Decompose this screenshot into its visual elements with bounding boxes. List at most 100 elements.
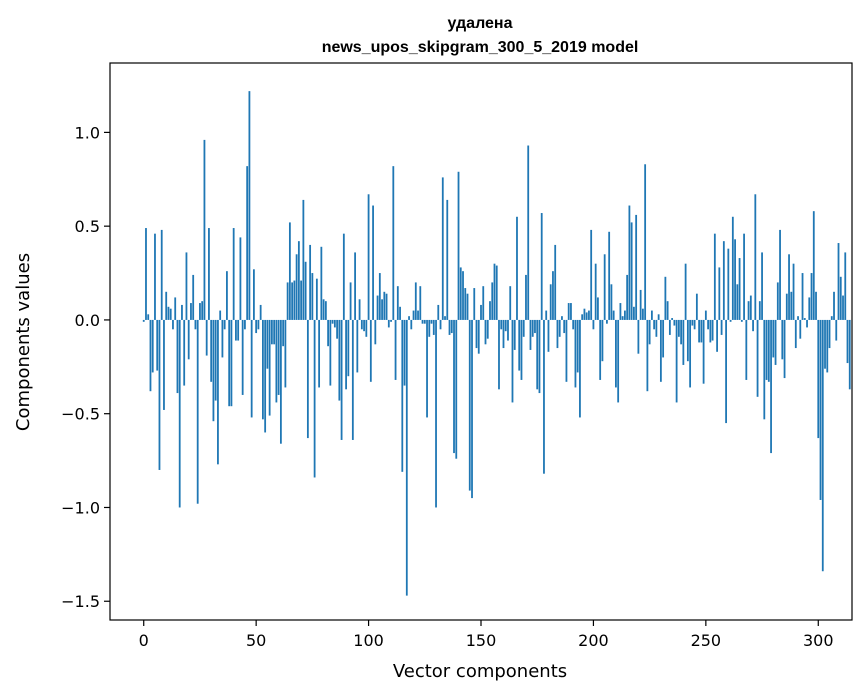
bar — [725, 319, 727, 424]
bar — [381, 299, 383, 320]
bar — [419, 286, 422, 320]
bar — [309, 244, 312, 320]
bar — [608, 231, 611, 320]
bar — [615, 319, 617, 388]
bar — [277, 319, 280, 395]
bar — [673, 319, 676, 326]
bar — [504, 319, 507, 332]
bar — [531, 319, 534, 337]
bar — [405, 319, 408, 596]
bar — [217, 319, 219, 465]
x-axis-label: Vector components — [393, 661, 567, 682]
bar — [509, 286, 512, 320]
y-tick-label: −0.5 — [61, 405, 100, 424]
bar — [570, 303, 572, 320]
bar — [147, 314, 150, 320]
bar — [601, 319, 604, 362]
y-tick-label: −1.0 — [61, 498, 100, 517]
bar — [848, 319, 851, 390]
bar — [279, 319, 282, 444]
bar — [414, 282, 417, 320]
bar — [441, 177, 444, 320]
bar — [554, 244, 557, 320]
x-tick-label: 200 — [578, 631, 609, 650]
bar — [767, 319, 770, 382]
bar — [592, 319, 595, 330]
bar — [527, 145, 530, 320]
bar — [641, 308, 644, 320]
bar — [194, 319, 197, 330]
x-tick-label: 250 — [691, 631, 722, 650]
bar — [471, 319, 473, 499]
bar — [489, 301, 491, 320]
bar — [842, 295, 844, 320]
bar — [205, 319, 208, 356]
bar — [327, 319, 329, 347]
bar — [291, 282, 294, 320]
bar — [628, 205, 631, 320]
bar — [446, 199, 449, 320]
bar — [552, 271, 554, 320]
bar — [315, 278, 318, 320]
bar — [468, 319, 471, 491]
bar — [172, 319, 174, 330]
bar — [482, 286, 485, 320]
bar — [426, 319, 428, 418]
bar — [273, 319, 276, 345]
bar — [747, 301, 750, 320]
bar — [839, 276, 842, 320]
bar — [401, 319, 404, 472]
bar — [619, 303, 622, 320]
bar — [758, 301, 761, 320]
bar — [372, 205, 374, 320]
bar — [844, 252, 847, 320]
bar — [621, 316, 624, 320]
bar — [257, 319, 260, 330]
bar — [367, 194, 370, 320]
bar — [511, 319, 514, 403]
bar — [774, 319, 777, 365]
bar — [720, 319, 723, 335]
bar — [156, 319, 159, 371]
bar — [435, 319, 437, 508]
bar — [163, 319, 165, 410]
bar — [803, 318, 806, 320]
bar — [453, 319, 455, 454]
bar — [731, 216, 734, 320]
bar — [790, 291, 793, 320]
bar — [655, 319, 658, 337]
bar — [518, 319, 521, 371]
bar — [597, 297, 599, 320]
bar — [145, 228, 147, 320]
bar — [226, 271, 228, 320]
bar — [255, 319, 258, 334]
bar — [378, 273, 381, 320]
bar — [763, 319, 766, 420]
x-axis: 0 50 100 150 200 250 300 — [139, 620, 834, 650]
bar — [259, 304, 262, 320]
bar — [160, 229, 163, 320]
bar — [756, 319, 759, 397]
bar — [176, 319, 179, 394]
y-axis-label: Components values — [13, 253, 34, 431]
bar — [617, 319, 620, 403]
bar — [624, 310, 626, 320]
bar — [493, 263, 496, 320]
bar — [154, 233, 156, 320]
bar — [799, 319, 802, 339]
bar — [657, 314, 660, 320]
bar — [808, 297, 811, 320]
chart-subtitle: news_upos_skipgram_300_5_2019 model — [322, 39, 639, 56]
bar — [223, 319, 226, 330]
bar — [358, 299, 361, 320]
bar — [338, 319, 341, 401]
bar — [151, 319, 154, 373]
bar — [583, 308, 586, 320]
bar — [603, 254, 606, 320]
bar — [360, 319, 363, 330]
bar — [722, 241, 725, 320]
bar — [772, 319, 775, 358]
bar — [543, 319, 545, 474]
bar — [599, 319, 602, 380]
bar — [149, 319, 152, 392]
